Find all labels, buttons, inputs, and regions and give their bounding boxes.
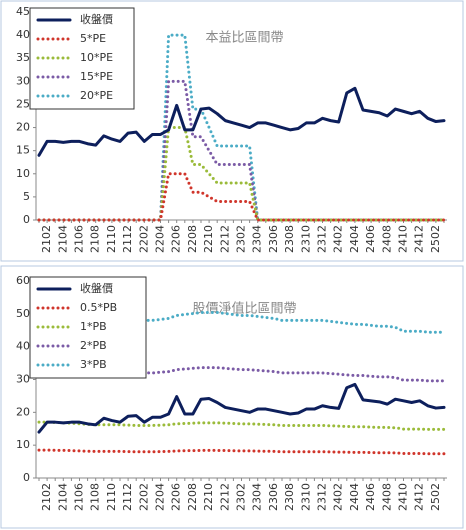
x-tick-label: 2408 [380, 483, 393, 511]
x-tick-label: 2402 [332, 483, 345, 511]
legend-label: 收盤價 [80, 12, 113, 26]
x-tick-label: 2210 [202, 483, 215, 511]
x-tick-label: 2304 [251, 483, 264, 511]
y-tick-label: 40 [16, 340, 30, 353]
x-tick-label: 2304 [251, 225, 264, 253]
series-line [37, 86, 446, 157]
x-tick-label: 2410 [397, 483, 410, 511]
x-tick-label: 2104 [56, 225, 69, 253]
x-tick-label: 2312 [316, 483, 329, 511]
y-tick-label: 5 [23, 190, 30, 203]
x-tick-label: 2402 [332, 225, 345, 253]
legend-label: 5*PE [80, 32, 106, 45]
y-tick-label: 60 [16, 274, 30, 287]
legend-label: 20*PE [80, 89, 113, 102]
x-tick-label: 2302 [235, 225, 248, 253]
x-tick-label: 2208 [186, 483, 199, 511]
legend-label: 1*PB [80, 320, 107, 333]
y-tick-label: 50 [16, 307, 30, 320]
series-line [37, 364, 446, 383]
x-tick-label: 2202 [137, 483, 150, 511]
y-tick-label: 30 [16, 74, 30, 87]
y-tick-label: 0 [23, 213, 30, 226]
x-tick-label: 2212 [218, 483, 231, 511]
y-tick-label: 10 [16, 167, 30, 180]
x-tick-label: 2106 [73, 483, 86, 511]
x-tick-label: 2406 [364, 225, 377, 253]
x-tick-label: 2306 [267, 225, 280, 253]
x-tick-label: 2408 [380, 225, 393, 253]
x-tick-label: 2204 [154, 483, 167, 511]
x-tick-label: 2108 [89, 225, 102, 253]
x-tick-label: 2102 [40, 225, 53, 253]
x-tick-label: 2412 [413, 483, 426, 511]
y-tick-label: 20 [16, 121, 30, 134]
x-tick-label: 2210 [202, 225, 215, 253]
x-tick-label: 2112 [121, 225, 134, 253]
y-tick-label: 10 [16, 438, 30, 451]
x-tick-label: 2312 [316, 225, 329, 253]
legend-label: 收盤價 [80, 281, 113, 295]
x-tick-label: 2412 [413, 225, 426, 253]
legend-label: 15*PE [80, 70, 113, 83]
x-tick-label: 2102 [40, 483, 53, 511]
x-tick-label: 2202 [137, 225, 150, 253]
x-tick-label: 2204 [154, 225, 167, 253]
x-tick-label: 2308 [283, 483, 296, 511]
x-tick-label: 2406 [364, 483, 377, 511]
x-tick-label: 2110 [105, 483, 118, 511]
chart-title: 本益比區間帶 [205, 31, 283, 46]
series-line [37, 126, 446, 222]
x-tick-label: 2212 [218, 225, 231, 253]
x-tick-label: 2308 [283, 225, 296, 253]
legend-label: 2*PB [80, 339, 107, 352]
x-tick-label: 2108 [89, 483, 102, 511]
x-tick-label: 2502 [429, 225, 442, 253]
x-tick-label: 2404 [348, 483, 361, 511]
y-tick-label: 40 [16, 28, 30, 41]
x-tick-label: 2310 [299, 483, 312, 511]
x-tick-label: 2206 [170, 483, 183, 511]
x-tick-label: 2208 [186, 225, 199, 253]
x-tick-label: 2502 [429, 483, 442, 511]
y-tick-label: 45 [16, 5, 30, 18]
x-tick-label: 2404 [348, 225, 361, 253]
y-tick-label: 35 [16, 51, 30, 64]
legend-label: 3*PB [80, 358, 107, 371]
x-tick-label: 2112 [121, 483, 134, 511]
series-line [37, 382, 446, 434]
chart-title: 股價淨值比區間帶 [192, 301, 296, 317]
y-tick-label: 30 [16, 373, 30, 386]
legend-label: 10*PE [80, 51, 113, 64]
y-tick-label: 20 [16, 405, 30, 418]
x-tick-label: 2106 [73, 225, 86, 253]
x-tick-label: 2104 [56, 483, 69, 511]
y-tick-label: 0 [23, 471, 30, 484]
x-tick-label: 2306 [267, 483, 280, 511]
x-tick-label: 2206 [170, 225, 183, 253]
y-tick-label: 25 [16, 97, 30, 110]
legend-label: 0.5*PB [80, 301, 117, 314]
series-line [37, 309, 446, 334]
x-tick-label: 2310 [299, 225, 312, 253]
series-line [37, 172, 446, 222]
x-tick-label: 2302 [235, 483, 248, 511]
x-tick-label: 2110 [105, 225, 118, 253]
x-tick-label: 2410 [397, 225, 410, 253]
y-tick-label: 15 [16, 144, 30, 157]
